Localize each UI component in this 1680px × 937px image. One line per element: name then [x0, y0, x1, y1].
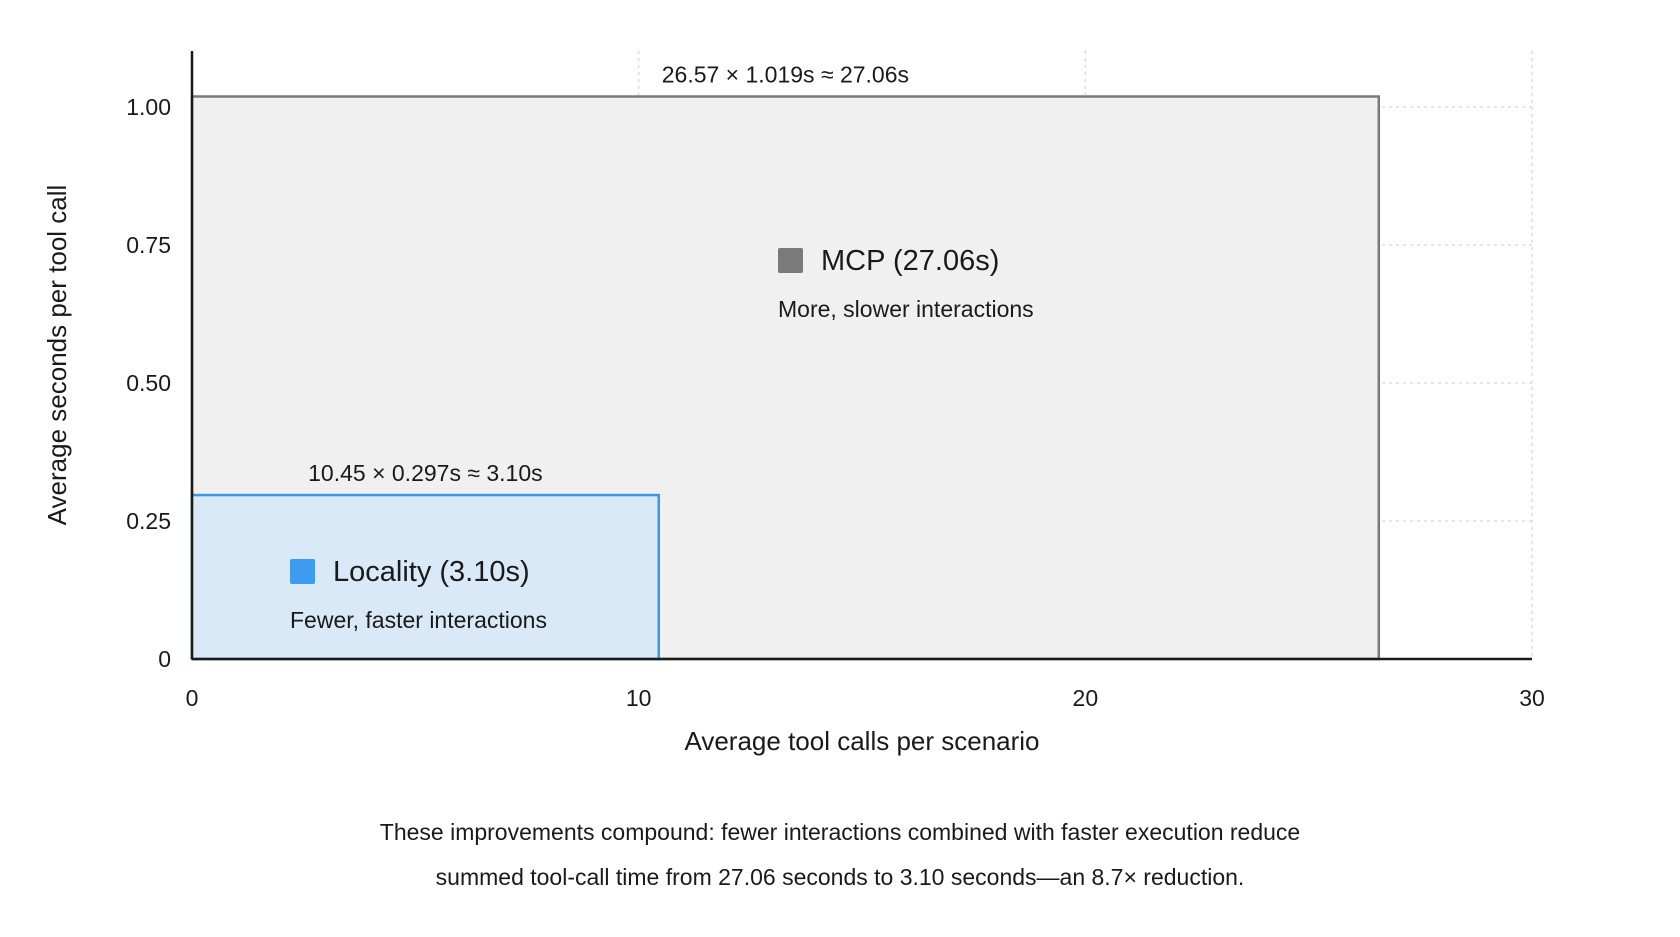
- y-axis-title: Average seconds per tool call: [42, 185, 72, 526]
- y-tick-label: 1.00: [126, 94, 171, 120]
- x-tick-label: 10: [626, 685, 652, 711]
- formula-label-0: 26.57 × 1.019s ≈ 27.06s: [662, 62, 909, 88]
- legend-swatch-0: [778, 248, 803, 273]
- x-tick-label: 20: [1073, 685, 1099, 711]
- legend-name-0: MCP (27.06s): [821, 245, 999, 277]
- axes: [190, 51, 1532, 661]
- x-tick-label: 30: [1519, 685, 1545, 711]
- figure-caption: These improvements compound: fewer inter…: [0, 810, 1680, 900]
- legend-subtitle-1: Fewer, faster interactions: [290, 607, 547, 633]
- formula-label-1: 10.45 × 0.297s ≈ 3.10s: [308, 460, 543, 486]
- tick-labels: 0 0.25 0.50 0.75 1.00 0 10 20 30: [126, 94, 1545, 711]
- x-tick-label: 0: [186, 685, 199, 711]
- y-tick-label: 0: [158, 646, 171, 672]
- y-tick-label: 0.25: [126, 508, 171, 534]
- x-axis-title: Average tool calls per scenario: [684, 726, 1039, 756]
- legend-name-1: Locality (3.10s): [333, 556, 530, 588]
- annotations: 26.57 × 1.019s ≈ 27.06s 10.45 × 0.297s ≈ …: [290, 62, 1034, 633]
- series-rect-1: [190, 493, 661, 661]
- caption-line-2: summed tool-call time from 27.06 seconds…: [435, 864, 1245, 890]
- y-tick-label: 0.75: [126, 232, 171, 258]
- chart-canvas: 0 0.25 0.50 0.75 1.00 0 10 20 30 26.57 × 1.019s …: [42, 51, 1545, 756]
- caption-line-1: These improvements compound: fewer inter…: [379, 819, 1301, 845]
- y-tick-label: 0.50: [126, 370, 171, 396]
- legend-swatch-1: [290, 559, 315, 584]
- legend-subtitle-0: More, slower interactions: [778, 296, 1034, 322]
